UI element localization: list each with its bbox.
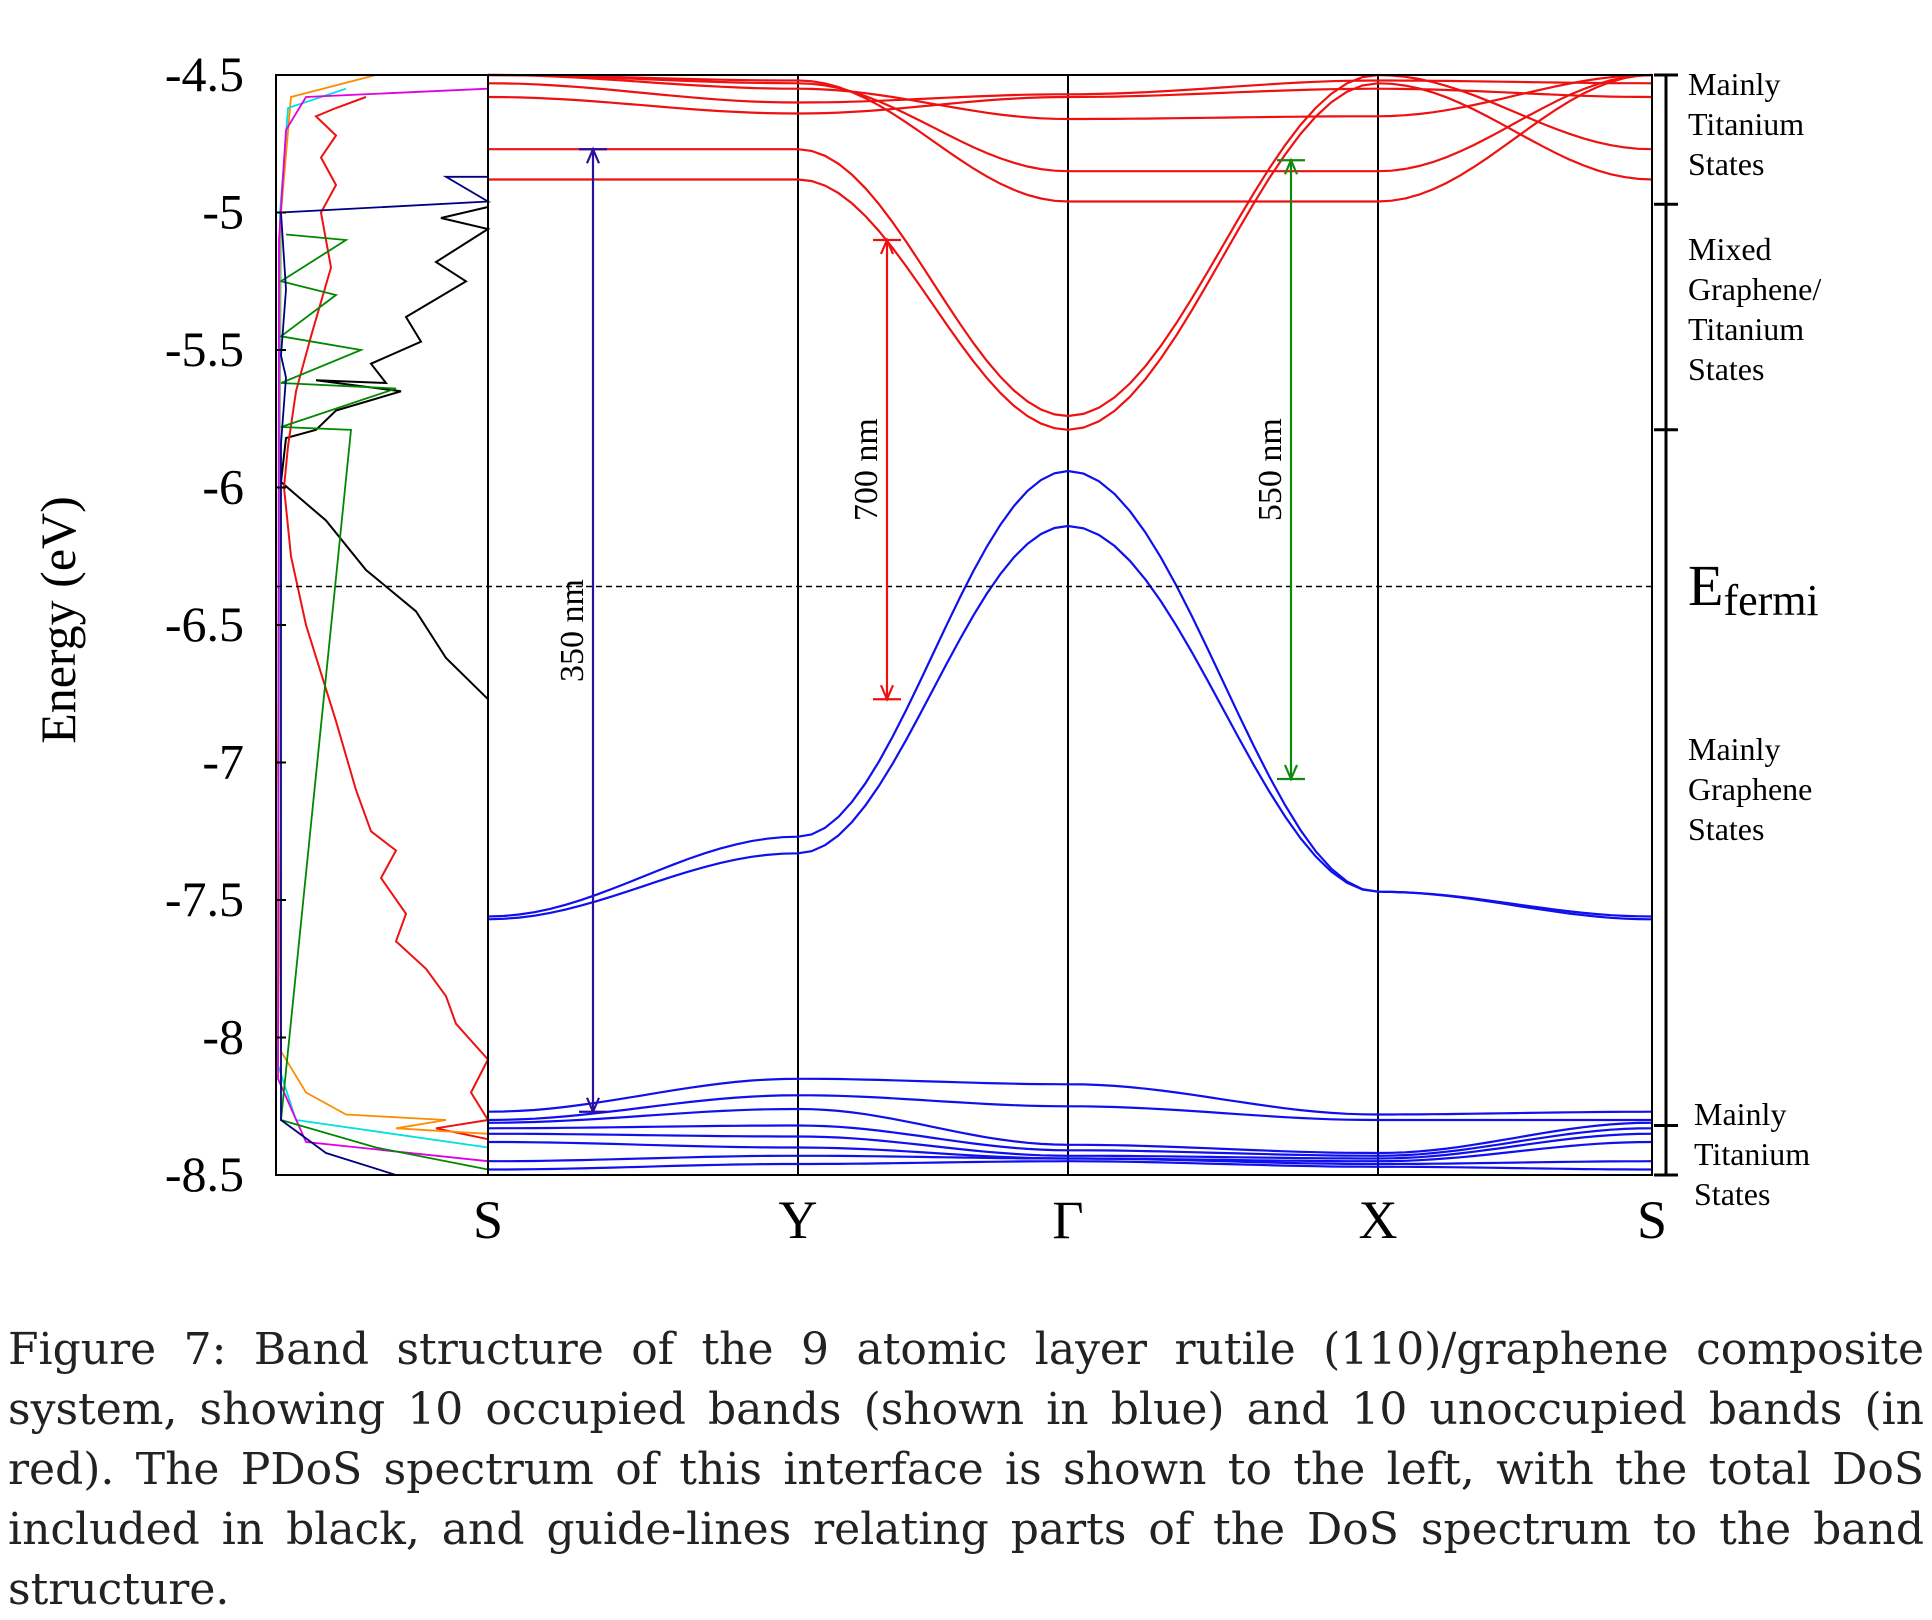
band-line [488,73,1653,203]
band-structure-figure: 350 nm 700 nm 550 nm -4.5 -5 -5.5 -6 -6.5 -7 -7.… [30,46,1821,1250]
fermi-label-sub: fermi [1723,576,1818,625]
kpoint-label: Γ [1052,1190,1083,1250]
y-axis-ticks: -4.5 -5 -5.5 -6 -6.5 -7 -7.5 -8 -8.5 [165,46,286,1202]
region-label: Mainly Titanium States [1688,66,1804,182]
y-tick-label: -8 [202,1009,244,1065]
band-line [487,87,1653,115]
y-tick-label: -6 [202,459,244,515]
region-label-line: Mainly [1688,66,1780,102]
transition-arrow-head [879,237,895,255]
transition-arrow-head [585,1097,601,1115]
region-label-line: States [1688,351,1764,387]
band-line [487,73,1653,173]
region-label-line: Titanium [1688,106,1804,142]
pdos-curve [278,233,489,1171]
band-line [488,1160,1652,1171]
pdos-curve [277,87,489,1149]
band-line [488,82,1653,431]
region-label-line: States [1688,811,1764,847]
transition-arrow-head [1283,157,1299,175]
region-label: Mainly Graphene States [1688,731,1812,847]
pdos-curve [282,96,490,1141]
region-label-line: States [1688,146,1764,182]
kpoint-label: S [473,1190,503,1250]
transition-label: 550 nm [1252,418,1289,521]
band-line [488,1132,1653,1160]
region-label: Mainly Titanium States [1694,1096,1810,1212]
y-tick-label: -8.5 [165,1146,244,1202]
pdos-panel [277,74,492,1176]
region-label-line: Mixed [1688,231,1772,267]
transition-arrow-head [1283,764,1299,782]
y-tick-label: -7.5 [165,871,244,927]
figure-caption: Figure 7: Band structure of the 9 atomic… [8,1320,1924,1620]
transition-arrows: 350 nm 700 nm 550 nm [554,146,1305,1115]
band-line [488,73,1653,418]
transition-arrow-head [585,146,601,164]
band-line [487,1094,1652,1122]
region-label-line: Mainly [1688,731,1780,767]
band-lines [487,73,1653,1171]
region-label-line: Graphene [1688,771,1812,807]
region-label-line: Titanium [1688,311,1804,347]
total-dos-curve [279,206,491,700]
band-line [488,1154,1653,1166]
y-tick-label: -7 [202,734,244,790]
band-line [487,79,1653,104]
plot-frames [275,74,1653,1176]
pdos-curve [277,87,489,1163]
y-tick-label: -4.5 [165,46,244,102]
band-line [487,73,1653,121]
band-line [487,1077,1653,1116]
region-label: Mixed Graphene/Titanium States [1688,231,1821,387]
y-tick-label: -5 [202,184,244,240]
kpoint-label: X [1359,1190,1398,1250]
band-line [487,1107,1653,1155]
fermi-label: Efermi [1688,553,1819,625]
band-line [487,524,1653,921]
y-tick-label: -6.5 [165,596,244,652]
kpoint-label: S [1637,1190,1667,1250]
y-axis-label: Energy (eV) [30,496,86,744]
kpoint-gridlines [797,75,1379,1175]
bands-frame [487,74,1653,1176]
transition-arrow-head [879,684,895,703]
y-tick-label: -5.5 [165,321,244,377]
band-line [487,1124,1653,1157]
pdos-curve [277,74,489,1135]
kpoint-label: Y [779,1190,818,1250]
pdos-curve [280,175,492,1176]
region-brackets: Mainly Titanium States Mixed Graphene/Titani… [1654,66,1821,1212]
transition-label: 350 nm [554,579,591,682]
dos-frame [275,74,489,1176]
band-line [487,469,1653,918]
region-label-line: States [1694,1176,1770,1212]
region-label-line: Graphene/ [1688,271,1821,307]
region-label-line: Titanium [1694,1136,1810,1172]
caption-text: Figure 7: Band structure of the 9 atomic… [8,1324,1924,1615]
fermi-label-main: E [1688,553,1723,618]
transition-label: 700 nm [848,418,885,521]
region-label-line: Mainly [1694,1096,1786,1132]
